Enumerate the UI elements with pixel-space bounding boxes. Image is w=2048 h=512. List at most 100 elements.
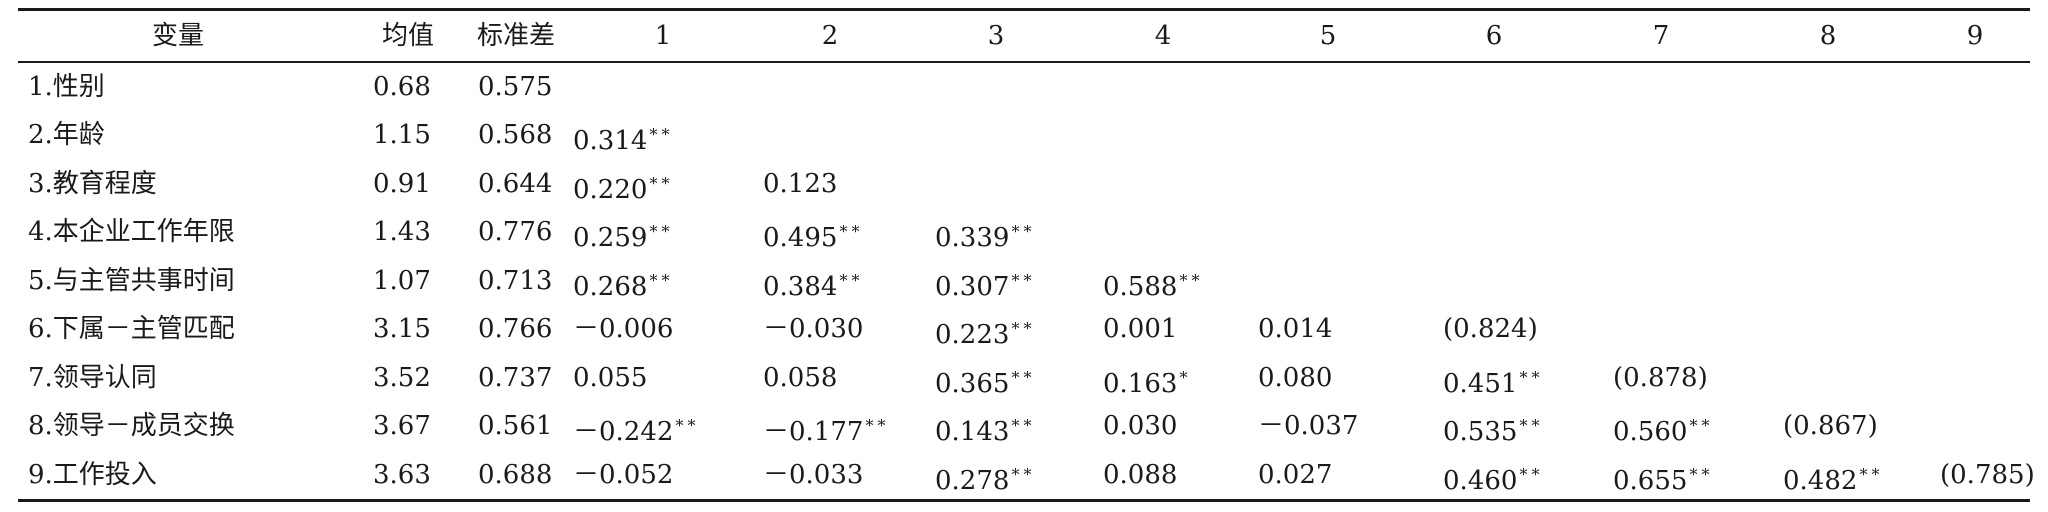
- correlation-cell: 0.220 **: [573, 160, 673, 215]
- correlation-value: 0.143: [935, 417, 1010, 447]
- correlation-cell: 0.058: [763, 354, 837, 403]
- significance-marker: **: [675, 416, 700, 435]
- correlation-cell: 0.259 **: [573, 208, 673, 263]
- correlation-value: 0.259: [573, 223, 648, 253]
- correlation-cell: 0.001: [1103, 305, 1177, 354]
- variable-name: 2.年龄: [28, 120, 105, 150]
- correlation-cell: 0.384 **: [763, 257, 863, 312]
- correlation-cell: －0.242 **: [573, 402, 699, 457]
- correlation-value: 0.058: [763, 362, 838, 393]
- correlation-cell: 0.223 **: [935, 305, 1035, 360]
- significance-marker: **: [1179, 270, 1204, 290]
- correlation-value: 0.278: [935, 465, 1010, 496]
- correlation-value: 0.088: [1103, 459, 1178, 490]
- correlation-value: 0.588: [1103, 271, 1178, 302]
- correlation-value: 0.655: [1613, 465, 1688, 496]
- correlation-cell: (0.867): [1783, 402, 1878, 451]
- mean-value: 1.15: [373, 120, 431, 150]
- correlation-value: 0.365: [935, 368, 1010, 399]
- correlation-cell: (0.785): [1940, 451, 2035, 500]
- correlation-cell: －0.052: [573, 451, 673, 500]
- correlation-value: －0.033: [763, 459, 864, 490]
- mean-value: 1.07: [373, 265, 431, 296]
- correlation-value: 0.339: [935, 223, 1010, 253]
- correlation-value: 0.451: [1443, 368, 1518, 399]
- correlation-value: 0.080: [1258, 362, 1333, 393]
- significance-marker: **: [649, 222, 674, 241]
- table-body: 1.性别 0.68 0.575 2.年龄 1.15 0.568 0.314 ** 3.教育程度 0…: [18, 63, 2035, 500]
- significance-marker: **: [649, 173, 674, 193]
- header-col-9: 9: [1966, 21, 1984, 51]
- correlation-value: 0.314: [573, 126, 648, 156]
- correlation-value: 0.014: [1258, 314, 1333, 344]
- correlation-cell: 0.365 **: [935, 354, 1035, 409]
- header-col-7: 7: [1652, 21, 1670, 51]
- correlation-value: 0.535: [1443, 417, 1518, 447]
- correlation-cell: 0.588 **: [1103, 257, 1203, 312]
- correlation-cell: 0.535 **: [1443, 402, 1543, 457]
- table-row: 6.下属－主管匹配 3.15 0.766 －0.006 －0.030 0.223 ** 0.0…: [18, 305, 2030, 354]
- table-row: 3.教育程度 0.91 0.644 0.220 ** 0.123: [18, 160, 2030, 209]
- significance-marker: **: [1011, 367, 1036, 387]
- significance-marker: **: [1011, 270, 1036, 290]
- significance-marker: **: [865, 416, 890, 435]
- correlation-cell: 0.314 **: [573, 111, 673, 166]
- significance-marker: **: [1689, 464, 1714, 484]
- header-col-8: 8: [1819, 21, 1837, 51]
- significance-marker: **: [1519, 367, 1544, 387]
- significance-marker: **: [1011, 222, 1036, 241]
- correlation-value: 0.027: [1258, 459, 1333, 490]
- sd-value: 0.766: [478, 314, 553, 344]
- sd-value: 0.713: [478, 265, 553, 296]
- variable-name: 9.工作投入: [28, 459, 157, 490]
- header-rule: [18, 61, 2030, 63]
- variable-name: 8.领导－成员交换: [28, 411, 235, 441]
- correlation-cell: 0.030: [1103, 402, 1177, 451]
- correlation-cell: 0.482 **: [1783, 451, 1883, 506]
- correlation-value: －0.030: [763, 314, 864, 344]
- mean-value: 3.15: [373, 314, 431, 344]
- correlation-cell: 0.027: [1258, 451, 1332, 500]
- sd-value: 0.561: [478, 411, 553, 441]
- mean-value: 0.91: [373, 168, 431, 199]
- correlation-cell: (0.878): [1613, 354, 1708, 403]
- table-row: 2.年龄 1.15 0.568 0.314 **: [18, 111, 2030, 160]
- header-variable: 变量: [151, 21, 205, 51]
- mean-value: 3.52: [373, 362, 431, 393]
- correlation-cell: 0.278 **: [935, 451, 1035, 506]
- sd-value: 0.776: [478, 217, 553, 247]
- header-col-6: 6: [1485, 21, 1503, 51]
- variable-name: 1.性别: [28, 71, 105, 102]
- correlation-value: －0.242: [573, 417, 674, 447]
- correlation-cell: －0.177 **: [763, 402, 889, 457]
- significance-marker: **: [1859, 464, 1884, 484]
- significance-marker: **: [1011, 416, 1036, 435]
- significance-marker: **: [839, 270, 864, 290]
- top-rule: [18, 8, 2030, 11]
- correlation-cell: 0.655 **: [1613, 451, 1713, 506]
- table-row: 7.领导认同 3.52 0.737 0.055 0.058 0.365 ** 0.163 * 0.…: [18, 354, 2030, 403]
- significance-marker: **: [1011, 319, 1036, 338]
- variable-name: 5.与主管共事时间: [28, 265, 235, 296]
- correlation-value: 0.030: [1103, 411, 1178, 441]
- correlation-value: －0.037: [1258, 411, 1359, 441]
- correlation-table: 变量 均值 标准差 1 2 3 4 5 6 7 8 9 1.性别 0.68 0.57…: [18, 8, 2035, 502]
- correlation-value: －0.052: [573, 459, 674, 490]
- mean-value: 3.63: [373, 459, 431, 490]
- correlation-value: 0.495: [763, 223, 838, 253]
- correlation-cell: 0.014: [1258, 305, 1332, 354]
- correlation-cell: 0.268 **: [573, 257, 673, 312]
- correlation-cell: 0.055: [573, 354, 647, 403]
- header-sd: 标准差: [476, 21, 556, 51]
- correlation-cell: 0.163 *: [1103, 354, 1191, 409]
- correlation-value: 0.220: [573, 174, 648, 205]
- correlation-cell: (0.824): [1443, 305, 1538, 354]
- variable-name: 7.领导认同: [28, 362, 157, 393]
- bottom-rule: [18, 499, 2030, 502]
- correlation-cell: －0.030: [763, 305, 863, 354]
- sd-value: 0.688: [478, 459, 553, 490]
- significance-marker: *: [1179, 367, 1192, 387]
- significance-marker: **: [649, 270, 674, 290]
- significance-marker: **: [1011, 464, 1036, 484]
- correlation-cell: 0.495 **: [763, 208, 863, 263]
